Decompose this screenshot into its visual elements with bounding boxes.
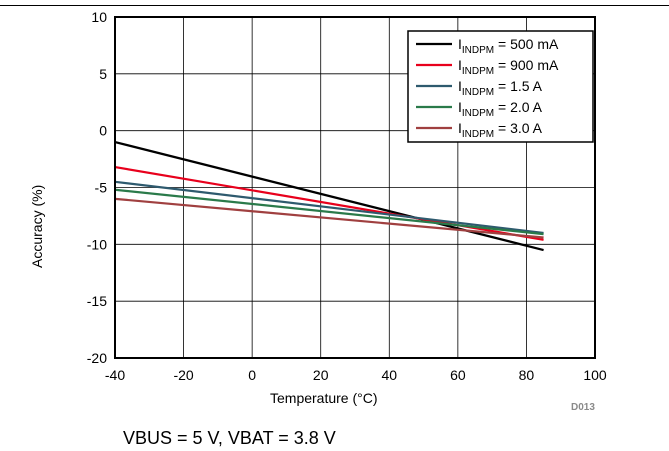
series-lines <box>114 140 544 252</box>
y-tick-label: -10 <box>87 236 107 252</box>
x-tick-label: 80 <box>519 367 535 383</box>
x-tick-label: 60 <box>450 367 466 383</box>
x-tick-label: -20 <box>173 367 193 383</box>
y-tick-label: 10 <box>91 9 107 25</box>
y-tick-label: -15 <box>87 293 107 309</box>
series-line-4 <box>114 197 544 239</box>
legend-label-4: IINDPM = 3.0 A <box>458 120 543 140</box>
x-tick-label: 100 <box>583 367 607 383</box>
x-axis-label: Temperature (°C) <box>270 390 378 406</box>
legend-label-1: IINDPM = 900 mA <box>458 57 559 77</box>
y-tick-label: -5 <box>95 180 108 196</box>
legend-label-2: IINDPM = 1.5 A <box>458 78 543 98</box>
top-rule <box>0 5 669 6</box>
x-tick-label: 40 <box>381 367 397 383</box>
x-tick-label: 20 <box>313 367 329 383</box>
figure-id: D013 <box>571 402 595 413</box>
plot-frame <box>114 16 596 359</box>
y-tick-label: -20 <box>87 350 107 366</box>
caption: VBUS = 5 V, VBAT = 3.8 V <box>123 428 336 448</box>
y-tick-label: 5 <box>99 66 107 82</box>
series-line-1 <box>114 165 544 241</box>
x-tick-label: 0 <box>248 367 256 383</box>
series-line-3 <box>114 188 544 236</box>
series-line-2 <box>114 180 544 235</box>
legend-label-0: IINDPM = 500 mA <box>458 36 559 56</box>
legend-label-3: IINDPM = 2.0 A <box>458 99 543 119</box>
y-tick-label: 0 <box>99 123 107 139</box>
x-tick-label: -40 <box>105 367 125 383</box>
y-axis-label: Accuracy (%) <box>29 184 45 268</box>
